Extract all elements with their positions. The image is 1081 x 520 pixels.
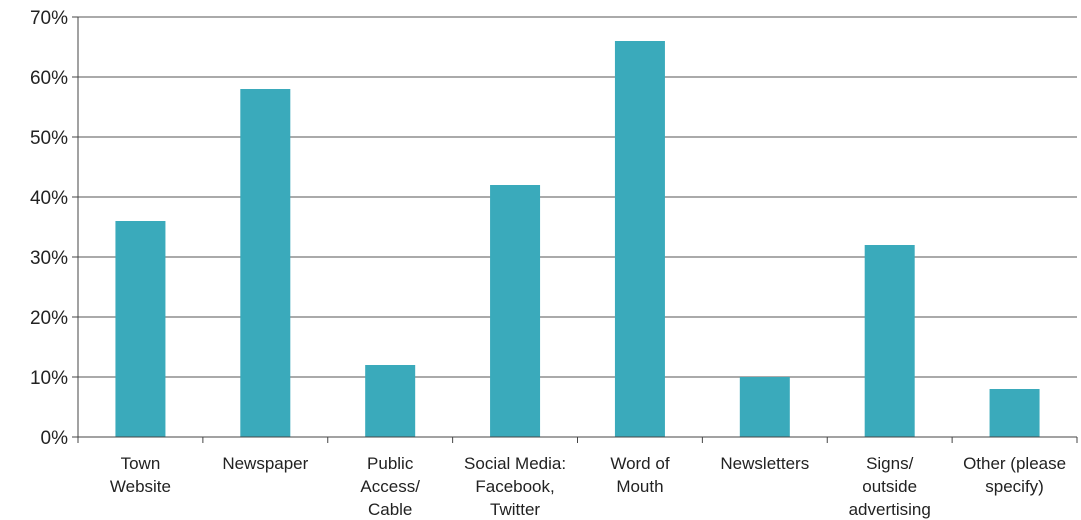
y-tick-label: 10% [30, 368, 68, 389]
grid-lines [72, 16, 1077, 438]
x-axis-category-labels: Town Website Newspaper Public Access/Cable So… [110, 454, 1066, 519]
y-tick-label: 30% [30, 248, 68, 269]
x-category-label: Newspaper [222, 454, 308, 473]
bar [240, 89, 291, 437]
bar [864, 245, 915, 437]
axes [77, 17, 1078, 443]
y-tick-label: 70% [30, 8, 68, 29]
x-category-label: Word of Mouth [610, 454, 669, 496]
bar [365, 365, 416, 437]
y-tick-label: 20% [30, 308, 68, 329]
x-category-label: Social Media: Facebook, Twitter [464, 454, 566, 519]
bar [739, 377, 790, 437]
bars [115, 41, 1040, 437]
x-category-label: Signs/outside advertising [849, 454, 931, 519]
y-tick-label: 60% [30, 68, 68, 89]
y-tick-label: 50% [30, 128, 68, 149]
x-category-label: Other (please specify) [963, 454, 1066, 496]
bar [614, 41, 665, 437]
bar [115, 221, 166, 437]
y-tick-label: 0% [41, 428, 69, 449]
x-category-label: Town Website [110, 454, 171, 496]
y-axis-tick-labels: 0% 10% 20% 30% 40% 50% 60% 70% [30, 8, 68, 449]
x-category-label: Public Access/Cable [360, 454, 420, 519]
x-category-label: Newsletters [720, 454, 809, 473]
bar [989, 389, 1040, 437]
y-tick-label: 40% [30, 188, 68, 209]
bar [490, 185, 541, 437]
